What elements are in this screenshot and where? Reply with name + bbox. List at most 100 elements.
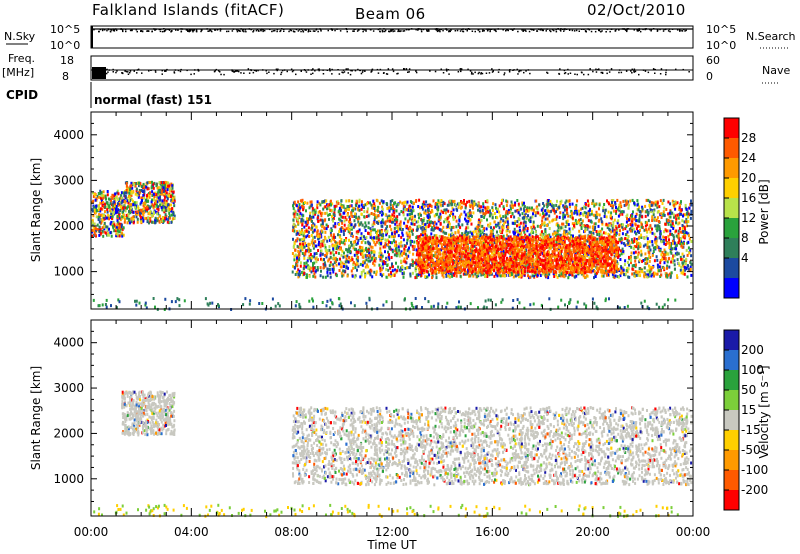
echo-cell: [406, 256, 408, 260]
nsky-point: [415, 28, 417, 31]
nsky-point: [136, 30, 138, 33]
echo-cell: [557, 242, 560, 246]
echo-cell: [384, 213, 387, 217]
echo-cell: [562, 217, 565, 221]
echo-cell: [677, 234, 680, 238]
echo-cell: [115, 225, 118, 229]
echo-cell: [293, 258, 296, 262]
echo-cell: [564, 225, 567, 229]
echo-cell: [372, 238, 375, 242]
echo-cell: [307, 242, 310, 246]
echo-cell: [450, 212, 452, 215]
echo-cell: [159, 214, 162, 218]
freq-point: [633, 68, 636, 70]
echo-cell: [588, 230, 591, 234]
echo-cell: [526, 229, 529, 233]
echo-cell: [468, 274, 471, 278]
nsky-point: [276, 30, 278, 33]
echo-cell: [662, 235, 665, 239]
echo-cell: [131, 186, 134, 190]
echo-cell: [103, 214, 106, 218]
echo-cell: [156, 200, 159, 204]
echo-cell: [104, 231, 107, 235]
echo-cell: [305, 263, 308, 267]
echo-cell: [354, 240, 357, 244]
echo-cell: [675, 243, 678, 247]
freq-point: [567, 73, 569, 75]
echo-cell: [576, 258, 579, 262]
echo-cell: [444, 244, 447, 248]
echo-cell: [418, 216, 420, 220]
echo-cell: [687, 234, 690, 238]
echo-cell: [298, 253, 301, 257]
echo-cell: [296, 244, 299, 248]
echo-cell: [153, 198, 156, 202]
echo-cell: [162, 186, 165, 190]
freq-point: [112, 71, 114, 73]
echo-cell: [402, 259, 405, 263]
echo-cell: [496, 216, 499, 220]
echo-cell: [625, 269, 628, 273]
echo-cell: [322, 262, 325, 266]
echo-cell: [687, 212, 690, 216]
echo-cell: [630, 258, 633, 262]
echo-cell: [490, 226, 492, 230]
echo-cell: [330, 208, 333, 212]
freq-point: [448, 73, 450, 75]
nsky-point: [550, 30, 552, 33]
echo-cell: [635, 238, 638, 241]
echo-cell: [375, 272, 378, 276]
echo-cell: [578, 221, 581, 225]
echo-cell: [384, 222, 387, 226]
echo-cell: [106, 190, 109, 193]
echo-cell: [99, 228, 102, 232]
nsky-point: [656, 30, 659, 32]
freq-point: [322, 73, 325, 75]
echo-cell: [637, 241, 640, 245]
echo-cell: [636, 199, 639, 203]
echo-cell: [690, 199, 692, 203]
echo-cell: [305, 209, 307, 213]
echo-cell: [588, 225, 591, 229]
nsky-point: [512, 29, 514, 31]
echo-cell: [389, 247, 392, 251]
echo-cell: [585, 214, 588, 218]
echo-cell: [160, 217, 163, 221]
echo-cell: [647, 213, 649, 217]
echo-cell: [652, 250, 655, 253]
echo-cell: [347, 208, 350, 211]
echo-cell: [554, 233, 557, 237]
echo-cell: [385, 227, 388, 231]
echo-cell: [102, 194, 105, 198]
echo-cell: [162, 208, 165, 212]
echo-cell: [343, 219, 346, 223]
echo-cell: [360, 200, 363, 204]
echo-cell: [610, 211, 613, 215]
echo-cell: [672, 224, 675, 228]
echo-cell: [619, 201, 622, 205]
echo-cell: [315, 256, 318, 260]
echo-cell: [116, 219, 119, 222]
nsky-point: [290, 29, 292, 32]
echo-cell: [116, 221, 119, 225]
echo-cell: [100, 196, 102, 200]
echo-cell: [310, 256, 313, 260]
freq-point: [350, 69, 352, 72]
echo-cell: [662, 265, 665, 269]
echo-cell: [292, 264, 294, 268]
echo-cell: [327, 213, 330, 217]
echo-cell: [557, 226, 560, 230]
nsky-point: [594, 30, 597, 33]
echo-cell: [343, 255, 346, 259]
echo-cell: [520, 237, 523, 241]
echo-cell: [643, 275, 646, 279]
echo-cell: [312, 262, 314, 265]
echo-cell: [94, 193, 97, 196]
echo-cell: [638, 231, 641, 234]
echo-cell: [301, 248, 304, 252]
echo-cell: [364, 241, 367, 245]
freq-point: [329, 70, 331, 72]
nsky-point: [231, 30, 234, 32]
echo-cell: [333, 206, 336, 210]
echo-cell: [554, 218, 557, 221]
